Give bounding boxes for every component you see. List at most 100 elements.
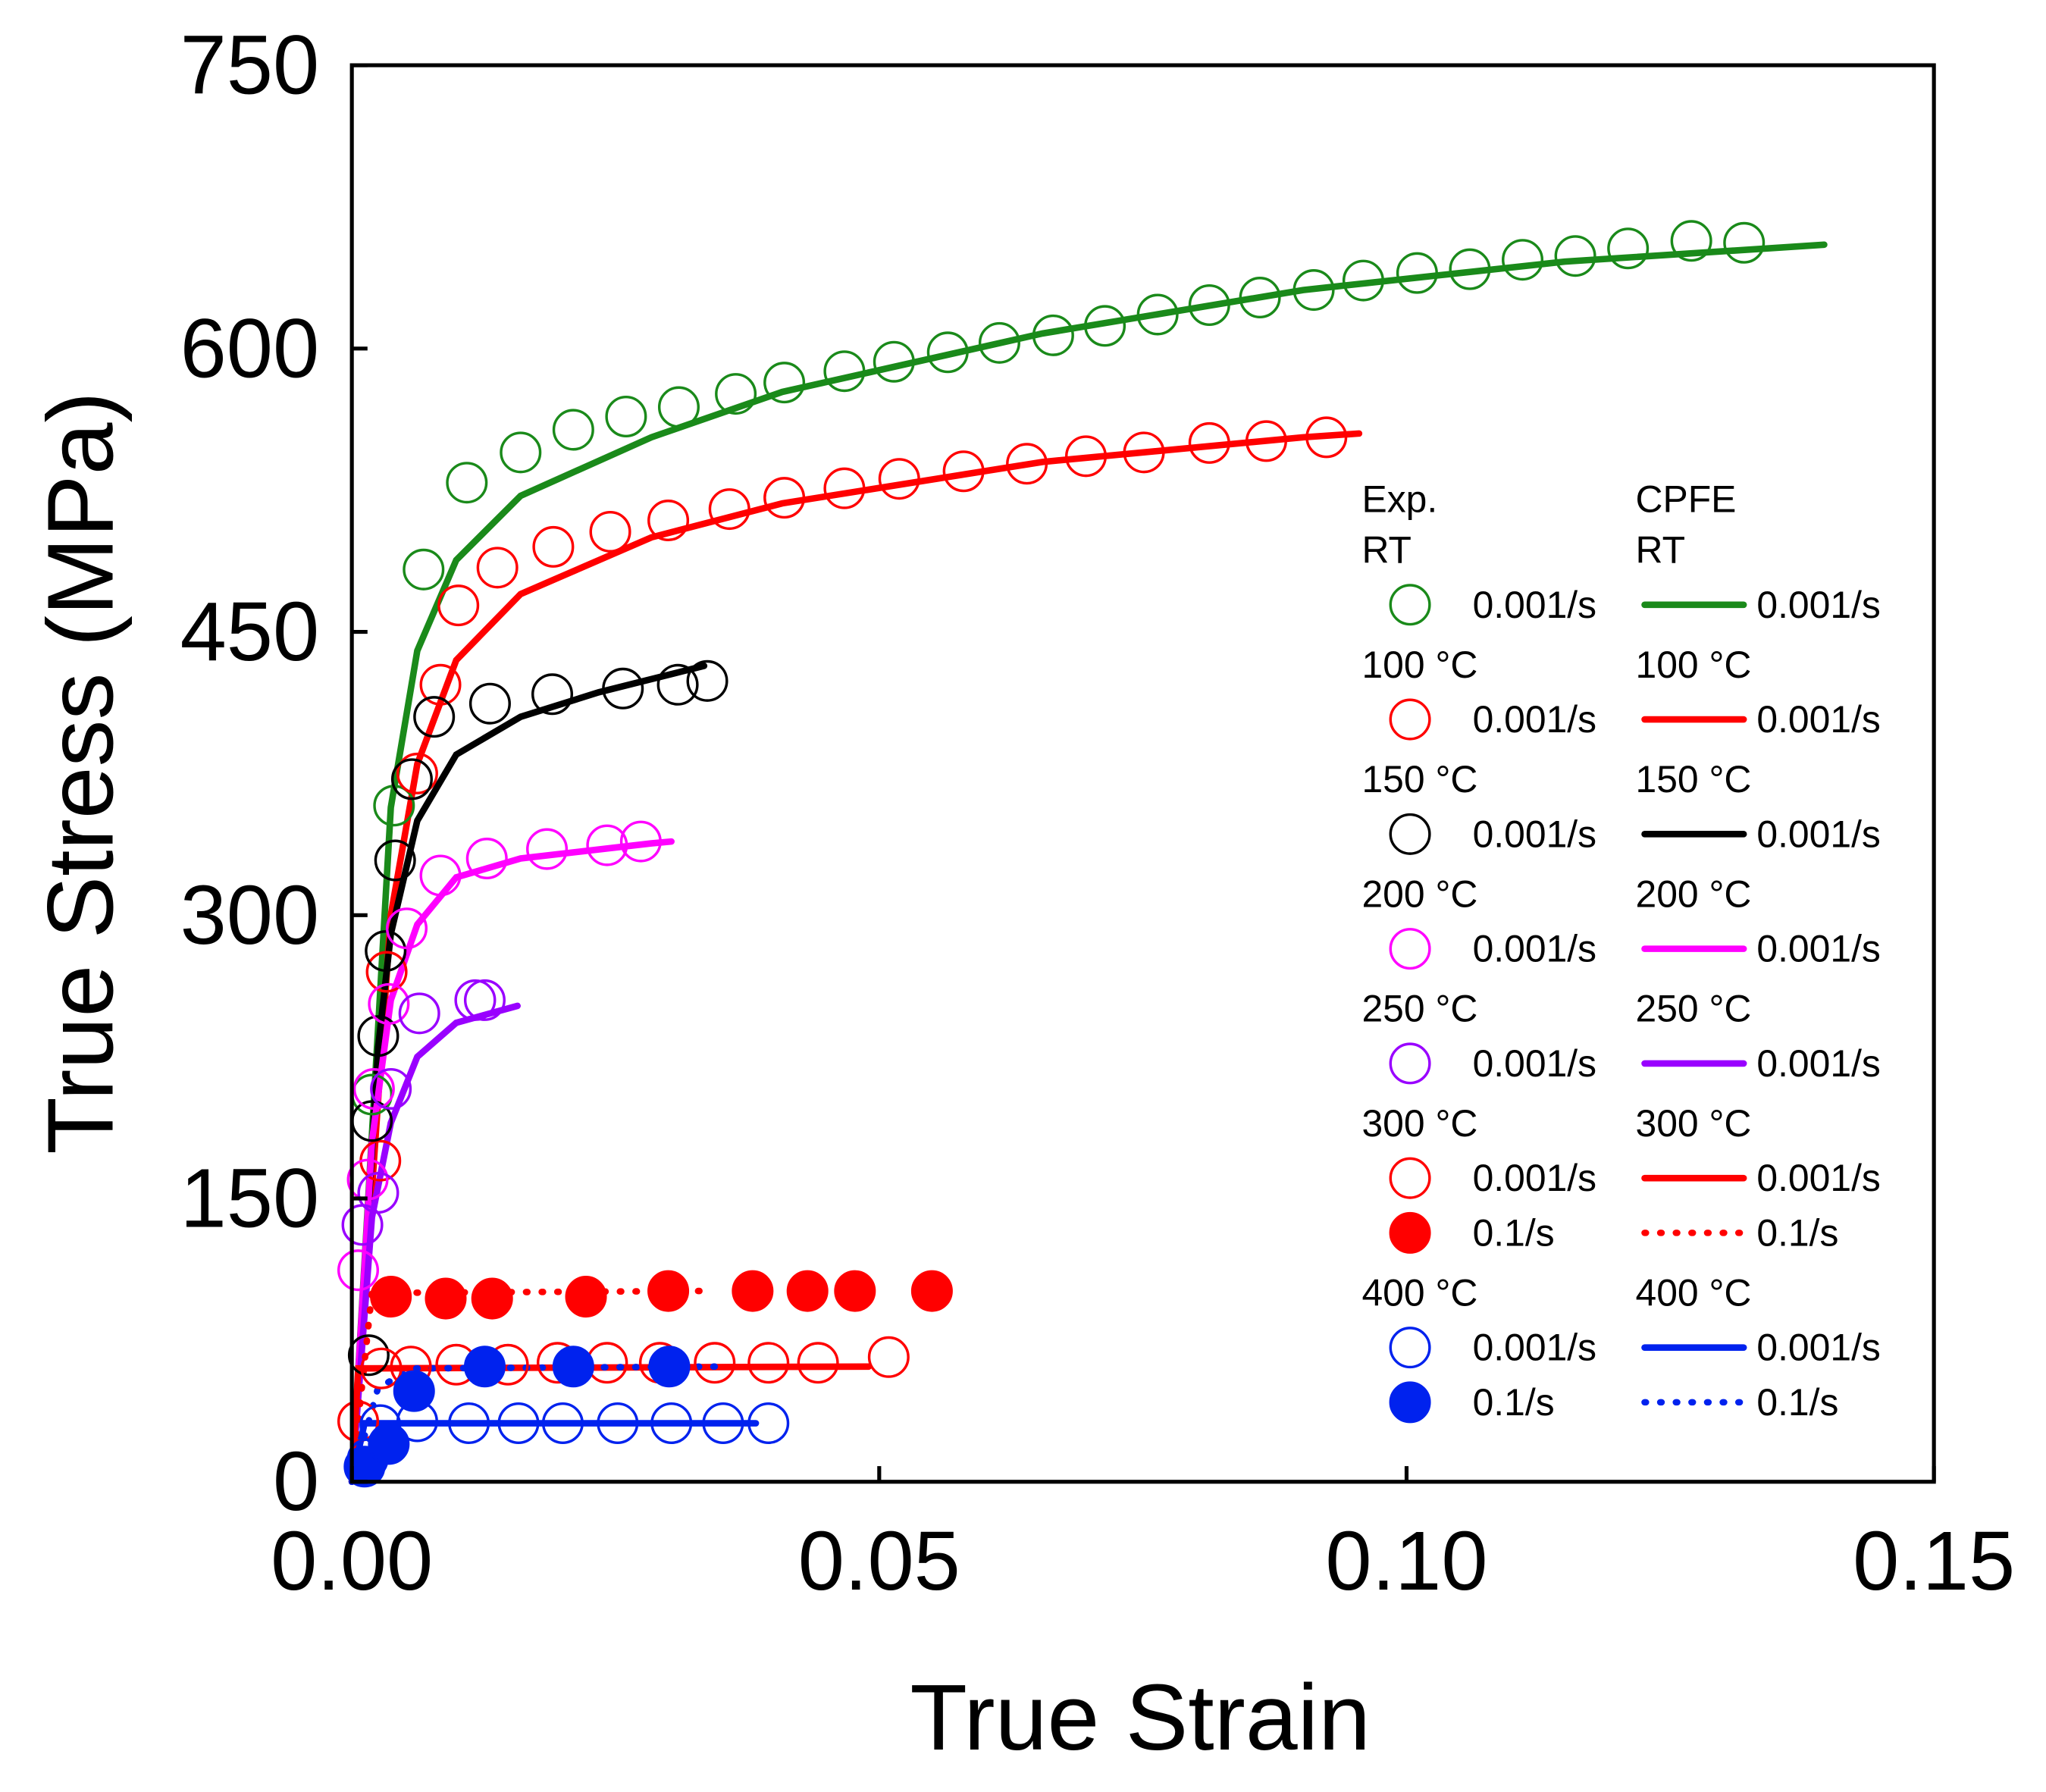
legend-marker [1389,1327,1431,1369]
exp-point [365,951,408,993]
legend-group-label: 150 °C [1361,758,1477,800]
exp-point [648,1346,691,1388]
exp-point [1188,421,1230,464]
exp-point [471,1277,513,1320]
exp-point [352,1067,395,1111]
exp-point [694,1342,736,1384]
exp-point [763,477,806,519]
x-tick-label: 0.15 [1853,1515,2015,1608]
exp-point [425,1277,467,1320]
exp-point [370,1067,412,1111]
legend-header: CPFE [1635,478,1736,521]
exp-point [437,584,480,627]
exp-point [647,1270,690,1312]
y-axis-label: True Stress (MPa) [29,391,133,1154]
exp-point [910,1270,953,1312]
legend-label: 0.001/s [1473,698,1597,741]
legend-marker [1389,584,1431,626]
exp-point [1670,220,1712,262]
legend-group-label: 150 °C [1635,758,1751,800]
exp-point [365,930,407,973]
exp-point [797,1342,839,1384]
legend-group-label: 300 °C [1635,1102,1751,1145]
axes-frame [349,63,1936,1484]
legend-label: 0.001/s [1756,928,1881,970]
exp-point [834,1270,876,1312]
exp-point [1723,221,1766,264]
model-line [348,663,708,1486]
model-line [348,1002,521,1486]
exp-point [708,488,750,531]
exp-point [657,386,700,428]
exp-point [526,828,569,870]
exp-point [1396,252,1438,294]
legend-group-label: RT [1361,529,1412,572]
exp-point [747,1402,790,1445]
exp-point [1188,284,1230,327]
exp-point [454,979,497,1021]
exp-point [589,510,631,553]
legend-label: 0.001/s [1756,584,1881,626]
exp-point [419,854,462,897]
exp-point [413,696,456,738]
exp-point [500,431,542,474]
exp-point [650,1402,693,1445]
exp-point [446,462,488,504]
exp-point [1065,435,1108,478]
model-line [348,838,675,1486]
exp-point [702,1402,744,1445]
exp-point [1554,235,1596,277]
exp-point [1123,431,1165,474]
y-tick-label: 300 [180,869,320,962]
exp-point [586,824,628,866]
legend-label: 0.001/s [1473,928,1597,970]
exp-point [347,1334,390,1377]
legend-marker [1389,698,1431,741]
exp-point [978,321,1020,364]
model-line [348,430,1363,1486]
exp-point [531,673,574,716]
legend-group-label: 300 °C [1361,1102,1477,1145]
legend-marker [1389,1211,1431,1254]
legend-label: 0.001/s [1473,584,1597,626]
exp-point [368,1423,410,1465]
legend-label: 0.001/s [1756,1327,1881,1369]
legend-label: 0.1/s [1473,1211,1555,1254]
exp-point [374,839,416,882]
exp-point [565,1276,607,1318]
exp-point [552,409,594,451]
exp-point [602,667,644,710]
model-line [348,1420,760,1486]
exp-point [463,1346,506,1388]
x-tick-label: 0.05 [798,1515,960,1608]
exp-point [1084,305,1126,347]
y-tick-label: 750 [180,19,320,112]
exp-point [532,525,575,568]
legend-label: 0.1/s [1473,1381,1555,1424]
exp-point [386,907,428,950]
exp-point [605,395,647,438]
legend-label: 0.001/s [1473,813,1597,855]
legend-header: Exp. [1361,478,1437,521]
legend-label: 0.001/s [1756,698,1881,741]
exp-point [1607,227,1650,270]
exp-point [370,1276,412,1318]
exp-point [732,1270,774,1312]
legend-label: 0.001/s [1473,1042,1597,1085]
legend-label: 0.001/s [1473,1327,1597,1369]
exp-point [823,350,866,393]
legend-marker [1389,928,1431,970]
exp-point [393,1370,435,1412]
exp-point [360,1347,403,1389]
legend-group-label: 250 °C [1361,988,1477,1030]
exp-point [1032,314,1074,356]
exp-point [942,450,985,493]
legend-group-label: 200 °C [1635,873,1751,915]
exp-point [1305,416,1348,459]
exp-point [368,982,410,1025]
legend-group-label: 200 °C [1361,873,1477,915]
legend-group-label: 400 °C [1361,1271,1477,1314]
exp-point [390,758,433,800]
